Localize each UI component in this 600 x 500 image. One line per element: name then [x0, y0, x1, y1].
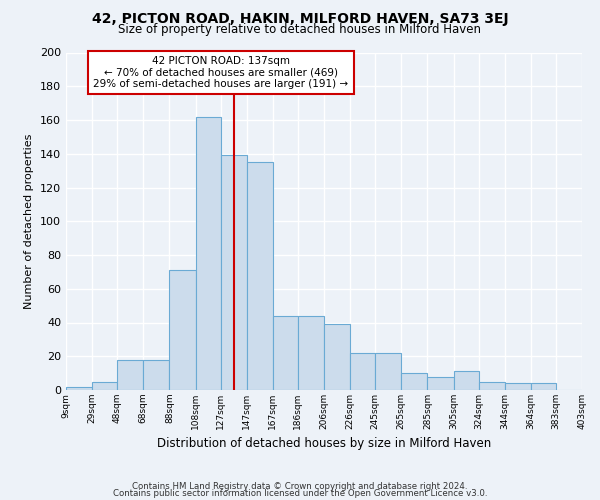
Text: Contains public sector information licensed under the Open Government Licence v3: Contains public sector information licen… — [113, 489, 487, 498]
Bar — [324, 324, 350, 390]
Bar — [221, 156, 247, 390]
Bar — [401, 373, 427, 390]
Bar — [375, 353, 401, 390]
Bar — [505, 383, 531, 390]
X-axis label: Distribution of detached houses by size in Milford Haven: Distribution of detached houses by size … — [157, 438, 491, 450]
Bar — [531, 383, 556, 390]
Bar — [92, 382, 117, 390]
Bar — [350, 353, 375, 390]
Y-axis label: Number of detached properties: Number of detached properties — [25, 134, 34, 309]
Bar — [169, 270, 196, 390]
Text: Size of property relative to detached houses in Milford Haven: Size of property relative to detached ho… — [119, 22, 482, 36]
Bar — [117, 360, 143, 390]
Bar — [66, 386, 92, 390]
Text: 42 PICTON ROAD: 137sqm
← 70% of detached houses are smaller (469)
29% of semi-de: 42 PICTON ROAD: 137sqm ← 70% of detached… — [93, 56, 349, 89]
Bar — [196, 116, 221, 390]
Bar — [479, 382, 505, 390]
Bar — [273, 316, 298, 390]
Bar — [143, 360, 169, 390]
Bar — [298, 316, 324, 390]
Bar — [454, 372, 479, 390]
Text: Contains HM Land Registry data © Crown copyright and database right 2024.: Contains HM Land Registry data © Crown c… — [132, 482, 468, 491]
Bar — [427, 376, 454, 390]
Text: 42, PICTON ROAD, HAKIN, MILFORD HAVEN, SA73 3EJ: 42, PICTON ROAD, HAKIN, MILFORD HAVEN, S… — [92, 12, 508, 26]
Bar — [247, 162, 273, 390]
